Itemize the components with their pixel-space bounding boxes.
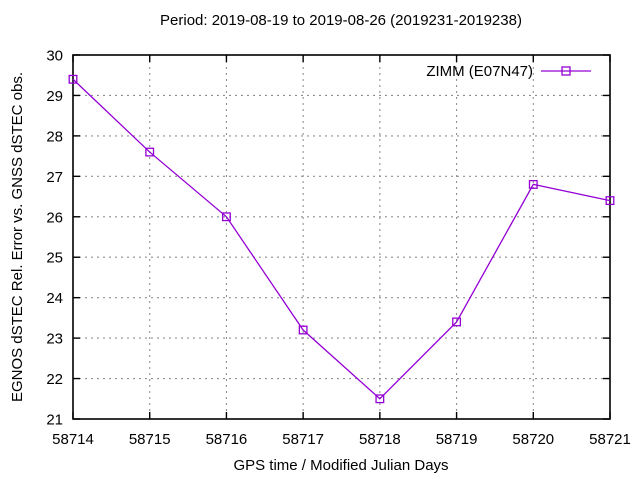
x-tick-label: 58719: [436, 431, 478, 448]
x-axis-label: GPS time / Modified Julian Days: [233, 457, 448, 474]
data-point-marker: [145, 147, 155, 157]
y-tick-label: 23: [46, 331, 63, 348]
y-tick-label: 25: [46, 250, 63, 267]
plot-border: [72, 54, 611, 420]
y-tick-label: 22: [46, 371, 63, 388]
data-point-marker: [375, 394, 385, 404]
y-tick-label: 26: [46, 209, 63, 226]
data-point-marker: [221, 212, 231, 222]
gridlines: [73, 55, 610, 419]
y-tick-label: 28: [46, 128, 63, 145]
y-tick-label: 27: [46, 169, 63, 186]
legend-series-label: ZIMM (E07N47): [426, 63, 533, 80]
data-series: [68, 74, 615, 404]
y-tick-label: 30: [46, 48, 63, 65]
legend: ZIMM (E07N47): [426, 63, 591, 80]
chart-title: Period: 2019-08-19 to 2019-08-26 (201923…: [160, 12, 522, 29]
x-tick-label: 58716: [206, 431, 248, 448]
x-tick-label: 58715: [129, 431, 171, 448]
data-point-marker: [68, 74, 78, 84]
y-tick-label: 29: [46, 88, 63, 105]
x-tick-label: 58714: [52, 431, 94, 448]
data-point-marker: [605, 196, 615, 206]
x-tick-label: 58717: [282, 431, 324, 448]
x-tick-label: 58718: [359, 431, 401, 448]
x-tick-label: 58721: [589, 431, 631, 448]
data-point-marker: [452, 317, 462, 327]
axis-tick-labels: 21 22 23 24 25 26 27 28 29 30 58714 58715 58716 58717…: [46, 48, 631, 449]
x-tick-label: 58720: [512, 431, 554, 448]
series-line: [72, 78, 611, 400]
legend-square-marker-icon: [561, 66, 571, 76]
y-tick-label: 21: [46, 412, 63, 429]
data-point-marker: [528, 179, 538, 189]
data-point-marker: [298, 325, 308, 335]
y-tick-label: 24: [46, 290, 63, 307]
y-axis-label: EGNOS dSTEC Rel. Error vs. GNSS dSTEC ob…: [9, 72, 26, 402]
